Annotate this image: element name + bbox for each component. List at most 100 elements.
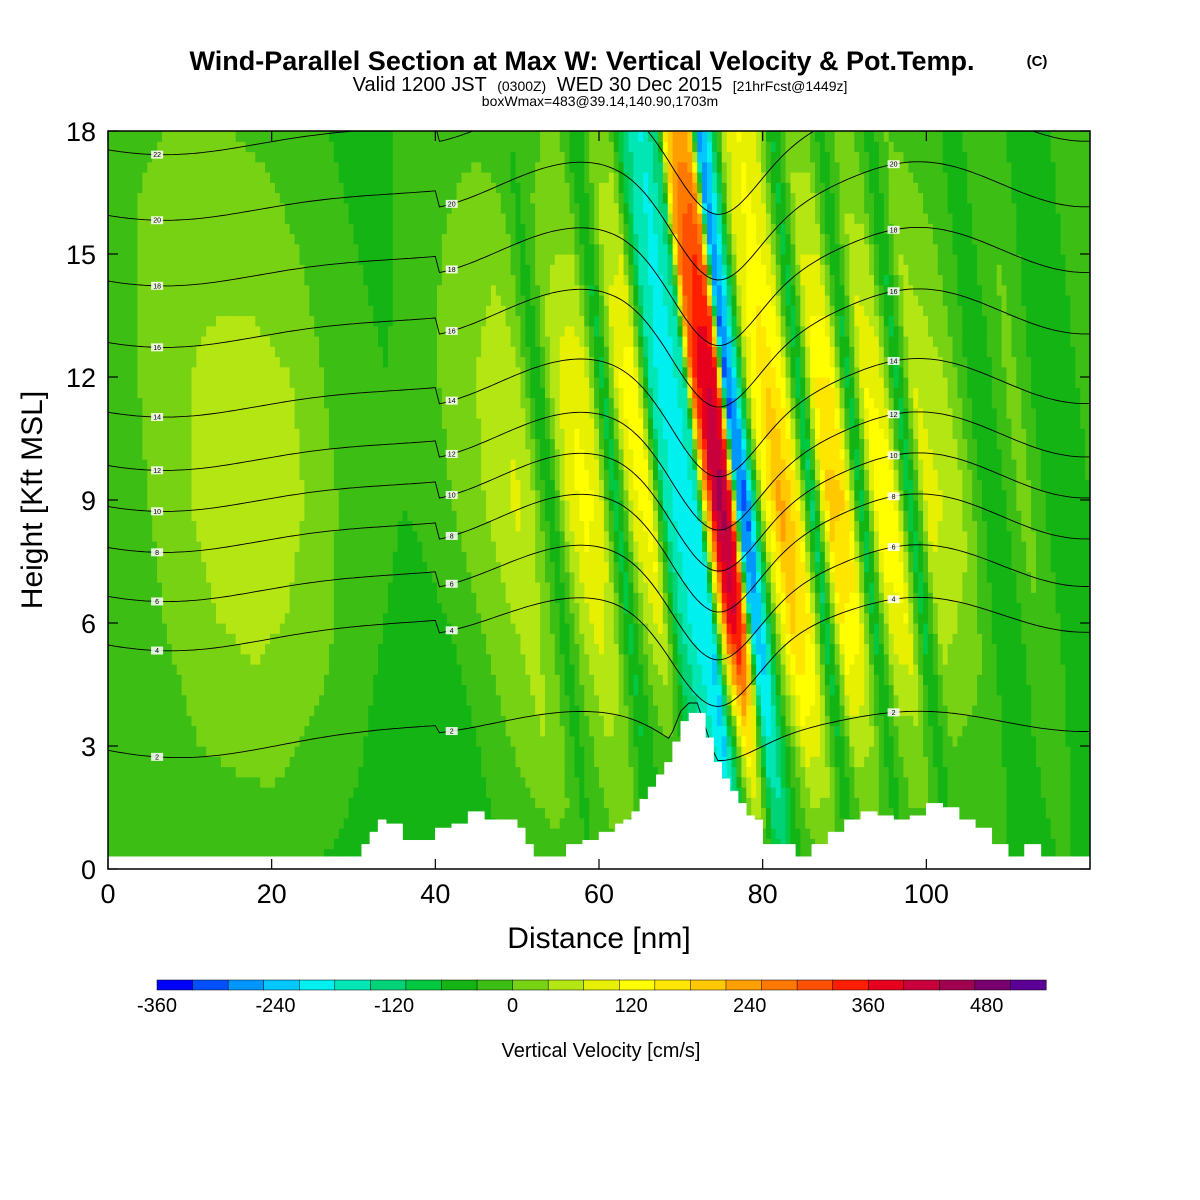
w-cell [397, 243, 404, 255]
w-cell [230, 182, 237, 194]
w-cell [162, 776, 168, 788]
w-cell [216, 694, 222, 706]
w-cell [417, 582, 423, 593]
w-cell [235, 602, 242, 614]
w-cell [196, 746, 202, 757]
w-cell [260, 397, 266, 409]
w-cell [206, 817, 212, 829]
w-cell [417, 336, 423, 347]
w-cell [108, 315, 114, 327]
w-cell [387, 705, 394, 716]
w-cell [220, 787, 227, 798]
w-cell [422, 202, 428, 214]
w-cell [270, 161, 276, 173]
w-cell [294, 828, 301, 839]
w-cell [328, 674, 335, 686]
w-cell [402, 284, 409, 296]
w-cell [294, 336, 301, 347]
w-cell [304, 192, 310, 204]
w-cell [265, 459, 271, 470]
w-cell [407, 500, 414, 511]
w-cell [206, 489, 212, 501]
w-cell [422, 172, 428, 183]
w-cell [171, 735, 178, 747]
w-cell [206, 623, 212, 634]
w-cell [142, 151, 148, 163]
w-cell [265, 551, 271, 563]
w-cell [363, 633, 369, 645]
w-cell [387, 776, 394, 788]
w-cell [220, 541, 227, 552]
w-cell [162, 284, 168, 296]
w-cell [230, 787, 237, 798]
w-cell [225, 346, 232, 358]
w-cell [162, 407, 168, 419]
w-cell [289, 161, 296, 173]
w-cell [407, 582, 414, 593]
w-cell [157, 284, 163, 296]
w-cell [137, 428, 143, 440]
w-cell [206, 500, 212, 511]
w-cell [363, 674, 369, 686]
w-cell [274, 705, 281, 716]
w-cell [436, 325, 443, 337]
w-cell [378, 151, 384, 163]
w-cell [196, 428, 202, 440]
w-cell [373, 428, 379, 440]
w-cell [314, 325, 320, 337]
w-cell [422, 366, 428, 378]
w-cell [211, 828, 217, 839]
w-cell [397, 448, 404, 460]
w-cell [260, 551, 266, 563]
w-cell [304, 182, 310, 194]
w-cell [127, 674, 134, 686]
w-cell [309, 602, 315, 614]
w-cell [427, 274, 433, 286]
w-cell [181, 643, 188, 655]
w-cell [284, 571, 291, 583]
w-cell [436, 131, 443, 142]
w-cell [407, 366, 414, 378]
w-cell [270, 797, 276, 809]
w-cell [407, 274, 414, 286]
w-cell [324, 264, 330, 276]
w-cell [397, 213, 404, 224]
w-cell [142, 500, 148, 511]
w-cell [333, 469, 340, 481]
w-cell [358, 766, 364, 778]
w-cell [132, 735, 139, 747]
w-cell [363, 561, 369, 573]
w-cell [328, 694, 335, 706]
w-cell [191, 346, 197, 358]
w-cell [206, 592, 212, 604]
w-cell [191, 715, 197, 727]
w-cell [427, 223, 433, 235]
w-cell [206, 305, 212, 317]
w-cell [270, 438, 276, 450]
w-cell [181, 797, 188, 809]
w-cell [176, 448, 183, 460]
w-cell [166, 694, 173, 706]
w-cell [260, 336, 266, 347]
w-cell [284, 746, 291, 757]
w-cell [201, 141, 207, 153]
w-cell [387, 489, 394, 501]
w-cell [270, 787, 276, 798]
w-cell [299, 141, 305, 153]
w-cell [363, 715, 369, 727]
w-cell [343, 274, 350, 286]
w-cell [392, 541, 399, 552]
w-cell [250, 500, 256, 511]
w-cell [270, 694, 276, 706]
w-cell [225, 161, 232, 173]
w-cell [378, 223, 384, 235]
w-cell [378, 530, 384, 542]
w-cell [240, 694, 247, 706]
w-cell [353, 151, 360, 163]
w-cell [441, 489, 448, 501]
w-cell [289, 520, 296, 532]
w-cell [353, 182, 360, 194]
w-cell [240, 192, 247, 204]
w-cell [162, 561, 168, 573]
w-cell [417, 295, 423, 306]
